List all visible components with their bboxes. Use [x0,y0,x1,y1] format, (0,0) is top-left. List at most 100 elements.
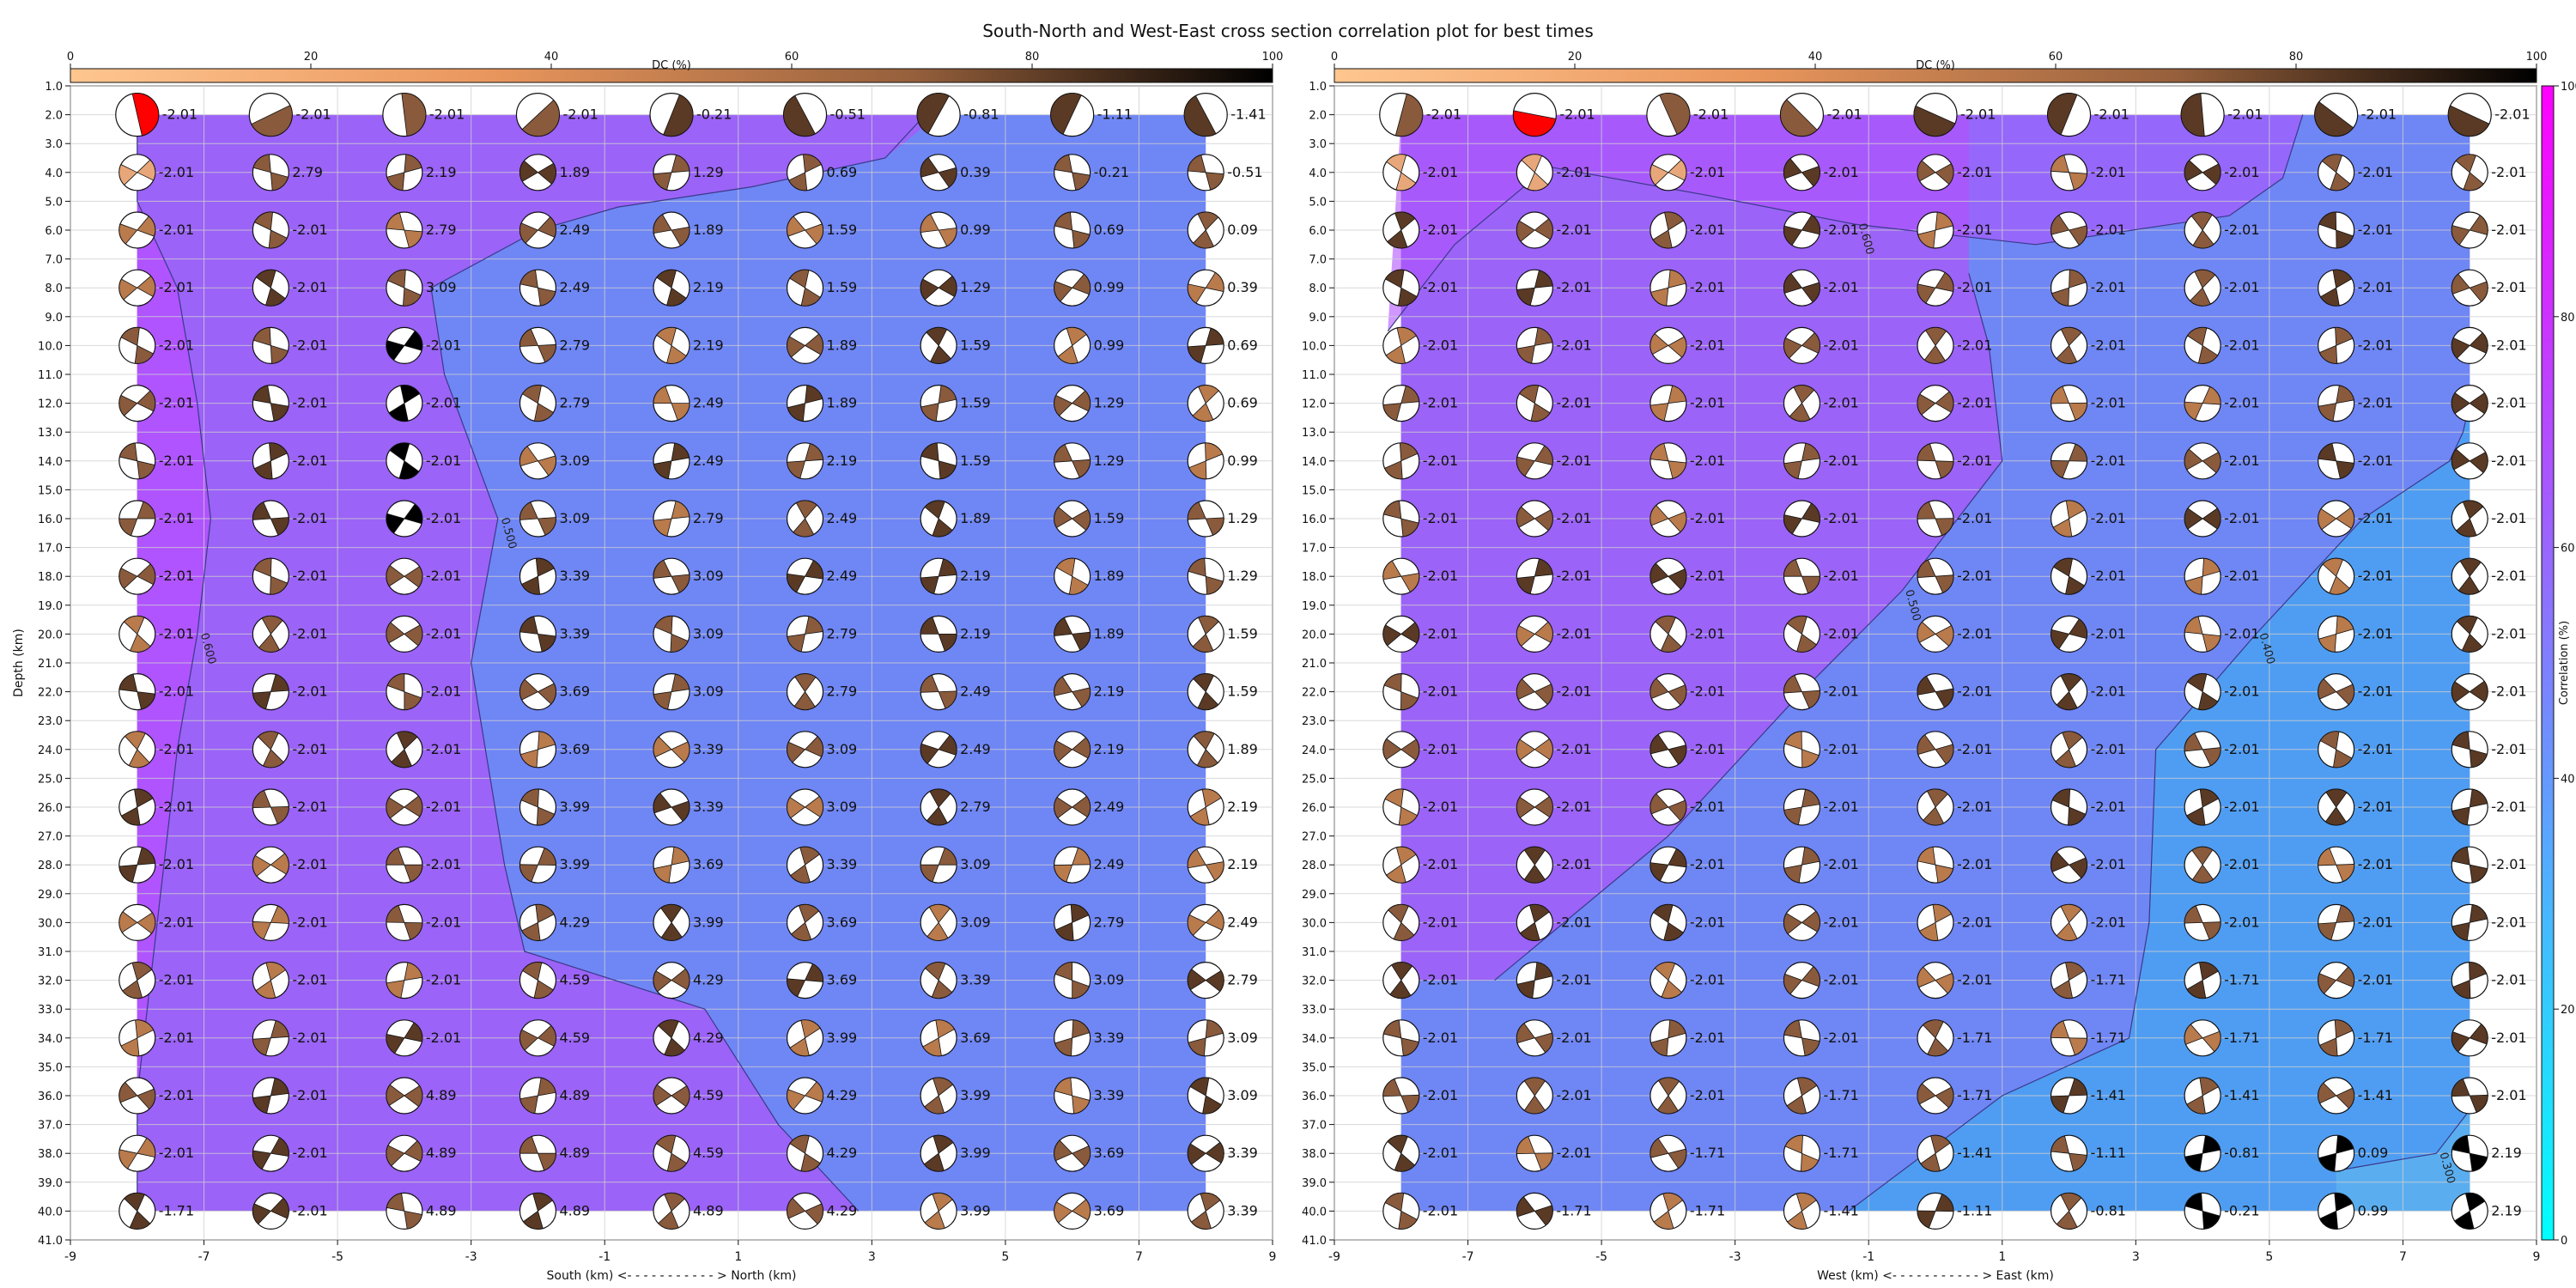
beachball [252,615,289,653]
beachball-sector [1668,848,1687,868]
beachball-sector [1400,691,1419,710]
time-label: -0.81 [963,106,999,123]
beachball [2451,442,2488,480]
time-label: -2.01 [2091,164,2126,180]
beachball-sector [1071,737,1091,759]
beachball [1382,211,1420,249]
beachball [1649,672,1687,711]
time-label: -2.01 [2491,568,2526,584]
beachball-sector [1654,962,1676,981]
beachball [2184,788,2221,826]
beachball-sector [1054,676,1073,696]
beachball-sector [2451,1134,2470,1154]
time-label: -2.01 [159,222,194,238]
beachball [2184,385,2221,422]
time-label: -2.01 [1823,279,1858,295]
time-label: -2.01 [2227,106,2263,123]
beachball-sector [1652,904,1674,924]
beachball [118,1192,156,1230]
time-label: -2.01 [159,856,194,872]
beachball-sector [252,920,271,940]
y-tick-label: 30.0 [1302,917,1327,930]
beachball-sector [2056,344,2078,364]
beachball [1783,211,1821,249]
beachball [386,385,423,422]
x-tick-label: -7 [198,1250,210,1264]
beachball [386,615,423,653]
time-label: -2.01 [1823,1030,1858,1046]
beachball [2318,1134,2355,1172]
time-label: -1.41 [1957,1145,1992,1161]
beachball-sector [1068,575,1089,595]
beachball-sector [1534,445,1553,466]
beachball-sector [519,678,539,701]
beachball-sector [2451,337,2470,359]
x-tick-label: -9 [64,1250,76,1264]
time-label: -2.01 [292,337,327,353]
time-label: -0.51 [1227,164,1262,180]
beachball-sector [118,673,138,693]
time-label: 3.09 [960,914,991,930]
beachball-sector [2184,616,2203,635]
beachball-sector [1054,1077,1073,1097]
beachball-sector [1534,327,1553,346]
time-label: -2.01 [1423,279,1458,295]
beachball [2318,500,2355,538]
time-label: -2.01 [562,106,598,123]
beachball-sector [1054,444,1073,463]
beachball-sector [2463,172,2484,191]
beachball-sector [124,1193,145,1212]
y-tick-label: 8.0 [45,283,63,295]
beachball-sector [2469,864,2488,884]
beachball [1516,211,1553,249]
time-label: -2.01 [292,1087,327,1103]
beachball-sector [1400,1094,1420,1113]
beachball [2318,1019,2355,1057]
beachball-sector [123,616,145,635]
time-label: -2.01 [1559,106,1595,123]
y-tick-label: 21.0 [1302,658,1327,671]
time-label: -2.01 [1556,337,1591,353]
time-label: -2.01 [1423,395,1458,411]
time-label: -2.01 [2491,453,2526,469]
beachball-sector [787,978,806,998]
beachball-sector [396,731,418,750]
beachball-sector [261,616,283,635]
beachball-sector [1205,861,1224,881]
time-label: -2.01 [1556,1145,1591,1161]
beachball-sector [1668,460,1687,479]
beachball-sector [1516,980,1535,999]
time-label: -2.01 [426,856,461,872]
beachball [2184,1019,2221,1057]
beachball-sector [2053,557,2074,577]
beachball-sector [2451,225,2470,246]
beachball-sector [1534,738,1553,761]
beachball-sector [1516,796,1536,818]
y-tick-label: 31.0 [38,946,63,959]
beachball-sector [1935,688,1954,708]
y-tick-label: 40.0 [38,1206,63,1218]
beachball-sector [671,968,690,990]
beachball [2318,1077,2355,1115]
time-label: -2.01 [1556,222,1591,238]
beachball-sector [795,500,817,519]
beachball [1917,846,1954,884]
time-label: -2.01 [1690,972,1725,988]
beachball-sector [2335,327,2354,346]
beachball-sector [404,1210,422,1230]
time-label: 3.09 [693,568,724,584]
beachball-sector [804,795,823,817]
time-label: -1.71 [1957,1030,1992,1046]
beachball-sector [1400,385,1420,404]
beachball-sector [1783,1019,1802,1039]
beachball [1054,1077,1091,1115]
beachball-sector [666,344,687,364]
beachball [1516,1134,1553,1172]
time-label: 4.89 [693,1202,724,1218]
beachball [653,731,690,769]
time-label: 0.69 [827,164,858,180]
time-label: -2.01 [1556,683,1591,700]
beachball-sector [118,1149,138,1170]
beachball-sector [402,287,422,307]
y-tick-label: 31.0 [1302,946,1327,959]
